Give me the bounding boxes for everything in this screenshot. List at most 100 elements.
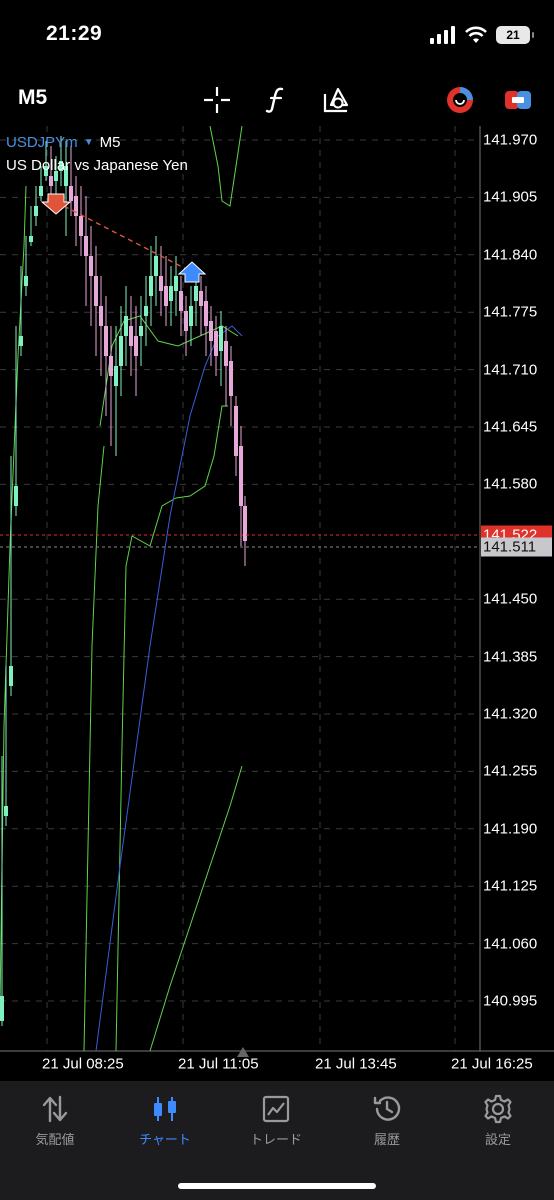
candlestick <box>219 326 223 351</box>
candlestick <box>174 276 178 291</box>
tab-history[interactable]: 履歴 <box>332 1093 442 1148</box>
band-line <box>209 126 243 207</box>
tab-history-label: 履歴 <box>373 1132 400 1147</box>
price-tick-label: 141.450 <box>483 590 538 608</box>
chart-toolbar: M5 <box>0 72 554 126</box>
candlestick <box>209 321 213 341</box>
candlestick <box>239 446 243 506</box>
bid-price-tag: 141.511 <box>481 537 552 557</box>
price-tick-label: 141.775 <box>483 303 538 321</box>
candlestick <box>74 196 78 216</box>
tab-trade[interactable]: トレード <box>221 1093 331 1148</box>
time-tick-label: 21 Jul 13:45 <box>315 1055 397 1073</box>
symbol-name[interactable]: USDJPYm <box>6 134 78 151</box>
candlestick <box>34 206 38 216</box>
candlestick <box>179 291 183 311</box>
candlestick <box>114 366 118 386</box>
cellular-signal-icon <box>430 26 455 44</box>
candlestick <box>19 336 23 346</box>
chart-timeframe: M5 <box>99 134 121 151</box>
account-icon[interactable] <box>442 82 478 118</box>
ma-blue-line <box>95 325 243 1052</box>
candlestick <box>39 186 43 196</box>
home-indicator <box>178 1183 376 1189</box>
candlestick <box>194 286 198 301</box>
candlestick <box>124 316 128 336</box>
price-tick-label: 141.320 <box>483 705 538 723</box>
candlestick <box>164 286 168 306</box>
band-line <box>115 405 228 1052</box>
sell-arrow-icon <box>40 193 72 215</box>
battery-indicator: 21 <box>496 26 534 44</box>
candlestick <box>0 996 4 1021</box>
candlestick <box>224 341 228 366</box>
candlestick <box>234 406 238 456</box>
ma-line <box>0 185 27 1007</box>
symbol-description: US Dollar vs Japanese Yen <box>6 157 188 174</box>
tab-settings-label: 設定 <box>484 1132 511 1147</box>
candlestick <box>24 276 28 286</box>
candlestick <box>14 486 18 506</box>
candlestick <box>69 186 73 201</box>
tab-chart[interactable]: チャート <box>110 1093 220 1148</box>
symbol-header[interactable]: USDJPYm ▼ M5 <box>6 134 120 151</box>
price-tick-label: 141.840 <box>483 246 538 264</box>
candlestick <box>134 336 138 356</box>
candlestick <box>199 291 203 306</box>
chart-canvas[interactable] <box>0 126 554 1081</box>
status-bar: 21:29 21 <box>0 0 554 72</box>
price-tick-label: 141.645 <box>483 418 538 436</box>
timeframe-selector[interactable]: M5 <box>18 86 48 109</box>
candlestick <box>169 286 173 301</box>
settings-gear-icon <box>482 1093 514 1125</box>
price-tick-label: 141.970 <box>483 131 538 149</box>
candlestick <box>184 311 188 331</box>
price-tick-label: 141.385 <box>483 648 538 666</box>
symbol-dropdown-caret-icon[interactable]: ▼ <box>83 137 94 148</box>
objects-icon[interactable] <box>318 82 354 118</box>
candlestick <box>84 236 88 256</box>
price-tick-label: 141.580 <box>483 475 538 493</box>
time-tick-label: 21 Jul 16:25 <box>451 1055 533 1073</box>
status-icons: 21 <box>430 24 534 46</box>
candlestick <box>44 166 48 176</box>
price-tick-label: 141.905 <box>483 188 538 206</box>
price-tick-label: 141.190 <box>483 820 538 838</box>
price-tick-label: 141.060 <box>483 935 538 953</box>
tab-quotes[interactable]: 気配値 <box>0 1093 110 1148</box>
crosshair-icon[interactable] <box>199 82 235 118</box>
tab-settings[interactable]: 設定 <box>443 1093 553 1148</box>
candlestick <box>29 236 33 242</box>
trade-icon[interactable] <box>500 82 536 118</box>
band-line <box>83 445 105 1052</box>
candlestick <box>79 216 83 236</box>
candlestick <box>214 331 218 356</box>
quotes-arrows-icon <box>39 1093 71 1125</box>
candlestick <box>59 161 63 171</box>
time-tick-label: 21 Jul 08:25 <box>42 1055 124 1073</box>
bottom-tab-bar: 気配値 チャート トレード 履歴 <box>0 1081 554 1200</box>
buy-arrow-icon <box>177 261 207 283</box>
time-tick-label: 21 Jul 11:05 <box>178 1055 259 1073</box>
candlestick <box>64 166 68 186</box>
candlestick <box>49 176 53 186</box>
tab-quotes-label: 気配値 <box>35 1132 75 1147</box>
wifi-icon <box>465 26 487 43</box>
trade-chart-icon <box>260 1093 292 1125</box>
history-clock-icon <box>371 1093 403 1125</box>
candlestick <box>154 256 158 276</box>
candlestick <box>99 306 103 326</box>
candlestick <box>189 306 193 326</box>
indicators-icon[interactable] <box>259 82 295 118</box>
candlestick <box>104 326 108 356</box>
price-tick-label: 141.710 <box>483 361 538 379</box>
candlestick <box>144 306 148 316</box>
price-chart[interactable]: USDJPYm ▼ M5 US Dollar vs Japanese Yen 1… <box>0 126 554 1081</box>
candlestick <box>89 256 93 276</box>
candlestick <box>243 506 247 541</box>
tab-trade-label: トレード <box>249 1132 302 1147</box>
trendline <box>55 201 193 273</box>
price-tick-label: 141.125 <box>483 877 538 895</box>
candlestick <box>229 361 233 396</box>
candlestick <box>109 356 113 376</box>
